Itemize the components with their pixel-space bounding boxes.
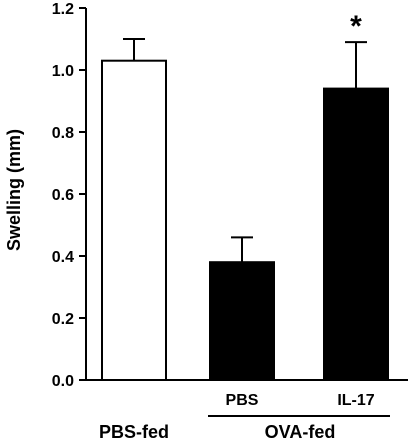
x-label-il-17: IL-17 bbox=[337, 392, 374, 409]
y-tick-label: 0.2 bbox=[52, 311, 74, 328]
bars: * bbox=[101, 10, 389, 382]
x-label-pbs: PBS bbox=[226, 392, 259, 409]
group-label-ova-fed: OVA-fed bbox=[265, 422, 336, 442]
y-axis: 0.0 0.2 0.4 0.6 0.8 1.0 1.2 bbox=[52, 1, 408, 390]
bar-il-17 bbox=[323, 87, 389, 381]
bar-pbs bbox=[209, 261, 275, 382]
bar-pbs-fed bbox=[101, 59, 167, 381]
significance-marker: * bbox=[350, 10, 362, 43]
y-axis-label: Swelling (mm) bbox=[4, 129, 24, 251]
y-tick-label: 0.8 bbox=[52, 125, 74, 142]
y-tick-label: 1.0 bbox=[52, 63, 74, 80]
x-label-pbs-fed: PBS-fed bbox=[99, 422, 169, 442]
y-tick-label: 1.2 bbox=[52, 1, 74, 18]
y-tick-label: 0.6 bbox=[52, 187, 74, 204]
y-tick-label: 0.0 bbox=[52, 373, 74, 390]
y-tick-label: 0.4 bbox=[52, 249, 74, 266]
